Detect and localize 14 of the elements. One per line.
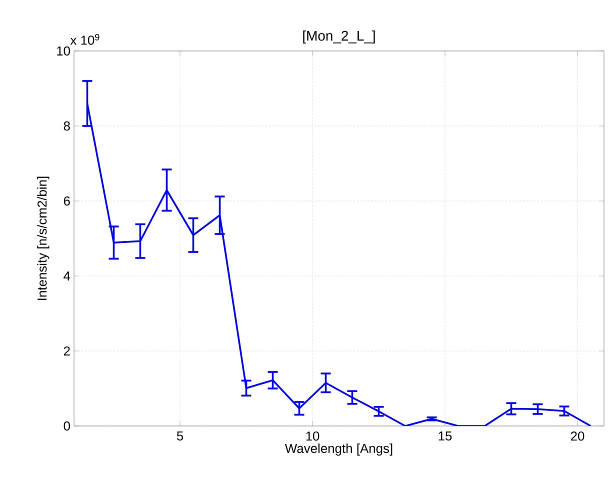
chart-title: [Mon_2_L_] [303,30,375,44]
y-tick-label: 8 [64,121,70,131]
y-tick-label: 2 [64,346,70,356]
y-tick-label: 6 [64,196,70,206]
x-tick-label: 20 [570,432,584,441]
y-tick-label: 4 [64,272,70,280]
y-axis-title: Intensity [n/s/cm2/bin] [37,176,50,300]
text: x 10$^{9}$ [70,34,100,45]
x-tick-label: 15 [438,432,452,441]
x-tick-label: 5 [176,432,184,441]
y-tick-label: 0 [64,421,70,431]
x-tick-label: 10 [306,432,320,441]
x-axis-title: Wavelength [Angs] [284,444,392,456]
y-tick-label: 10 [57,46,70,56]
